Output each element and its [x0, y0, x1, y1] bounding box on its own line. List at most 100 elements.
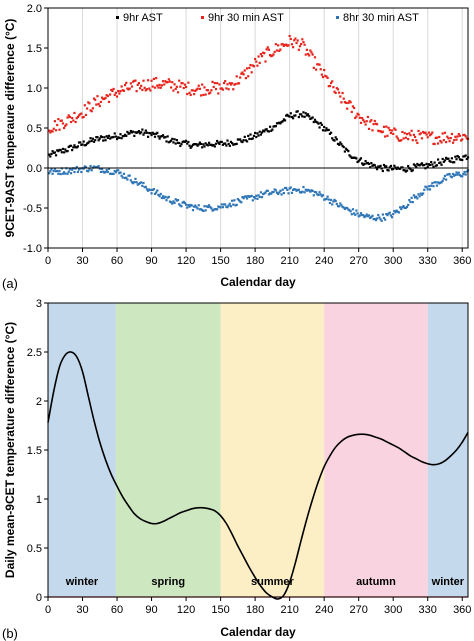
panel-a-point — [265, 128, 268, 131]
panel-a-point — [389, 131, 393, 135]
panel-a-point — [416, 197, 419, 200]
panel-b-season-bands — [48, 303, 468, 597]
panel-a-point — [365, 162, 368, 165]
panel-a-point — [222, 203, 226, 206]
panel-a-point — [324, 198, 327, 201]
panel-a-point — [375, 123, 379, 126]
panel-a-point — [61, 147, 65, 151]
panel-a-point — [190, 145, 193, 148]
panel-a-data-points — [48, 34, 470, 222]
panel-a-y-tick-label: 0.0 — [27, 163, 42, 175]
panel-a-point — [245, 140, 249, 143]
panel-a-point — [355, 115, 358, 118]
panel-a-point — [114, 91, 117, 94]
panel-a-point — [399, 139, 402, 142]
panel-a-point — [250, 137, 253, 141]
panel-a-point — [86, 142, 89, 145]
panel-a-point — [357, 113, 360, 116]
panel-a-point — [373, 119, 376, 123]
panel-a-point — [375, 217, 379, 220]
panel-a-point — [49, 131, 52, 134]
panel-a-point — [117, 136, 120, 139]
panel-a-point — [214, 142, 218, 145]
panel-a-point — [453, 161, 456, 164]
panel-a-point — [334, 91, 337, 95]
panel-a-point — [105, 94, 108, 97]
panel-a-point — [79, 141, 82, 144]
panel-a-legend-marker-0 — [116, 16, 119, 19]
panel-a-point — [211, 209, 214, 212]
panel-a-point — [120, 174, 123, 177]
panel-a-point — [140, 181, 143, 184]
panel-a-point — [294, 37, 297, 40]
panel-a-x-tick-label: 360 — [453, 255, 471, 267]
panel-a-point — [331, 203, 334, 206]
panel-a-point — [287, 44, 290, 47]
panel-a-point — [456, 173, 459, 176]
panel-a-point — [176, 141, 180, 145]
panel-a-point — [52, 151, 55, 154]
panel-a-point — [312, 120, 315, 124]
panel-a-point — [136, 131, 139, 134]
panel-a-point — [282, 118, 285, 121]
panel-a-point — [183, 83, 187, 86]
panel-a-point — [288, 34, 291, 38]
panel-a-point — [454, 155, 457, 158]
panel-a-point — [175, 85, 178, 88]
panel-a-point — [263, 192, 266, 195]
panel-a-point — [294, 114, 297, 117]
panel-a-point — [212, 85, 215, 89]
panel-a-point — [431, 131, 434, 134]
panel-a-point — [191, 209, 195, 212]
panel-a-point — [401, 206, 404, 209]
panel-a-point — [372, 123, 375, 126]
panel-a-point — [451, 141, 455, 144]
panel-a-point — [375, 168, 379, 171]
panel-a-point — [423, 131, 426, 135]
panel-a-point — [249, 133, 252, 136]
panel-a-point — [395, 209, 398, 212]
panel-a-point — [207, 92, 211, 95]
panel-a-point — [273, 50, 276, 53]
panel-a-point — [194, 142, 197, 146]
panel-a-point — [170, 86, 173, 89]
panel-a-point — [199, 208, 203, 211]
panel-b-season-label-2: summer — [251, 576, 295, 588]
panel-a-point — [110, 136, 113, 139]
panel-a-point — [51, 150, 54, 153]
panel-a-point — [241, 140, 244, 144]
panel-a-point — [262, 193, 265, 196]
panel-a-point — [67, 170, 70, 173]
panel-a-point — [291, 188, 295, 192]
panel-a-point — [95, 166, 98, 169]
panel-a-point — [165, 81, 168, 84]
panel-a-point — [289, 186, 292, 189]
panel-a-point — [430, 160, 433, 164]
panel-a-point — [351, 105, 355, 108]
panel-a-point — [411, 201, 414, 204]
panel-a-point — [387, 126, 390, 129]
panel-a-point — [219, 206, 222, 209]
panel-a-point — [49, 170, 52, 173]
panel-a-point — [264, 60, 267, 63]
panel-a-point — [365, 120, 368, 123]
panel-a-point — [278, 121, 281, 124]
panel-a-point — [94, 98, 97, 101]
panel-a-point — [228, 144, 231, 147]
panel-a-point — [76, 145, 80, 148]
panel-a-point — [194, 89, 197, 93]
panel-a-point — [298, 113, 302, 116]
panel-a-point — [226, 139, 229, 142]
panel-b-season-label-0: winter — [65, 576, 99, 588]
panel-a-point — [446, 135, 449, 138]
panel-a-point — [129, 179, 132, 182]
panel-a-point — [133, 180, 136, 184]
panel-b-x-tick-label: 240 — [315, 604, 333, 616]
panel-a-point — [113, 132, 116, 135]
panel-a-point — [239, 200, 242, 203]
panel-a-point — [423, 188, 426, 191]
panel-a-point — [242, 73, 245, 76]
panel-a-point — [236, 82, 239, 85]
panel-b-y-tick-label: 2.5 — [27, 347, 42, 359]
panel-a-point — [329, 81, 333, 85]
